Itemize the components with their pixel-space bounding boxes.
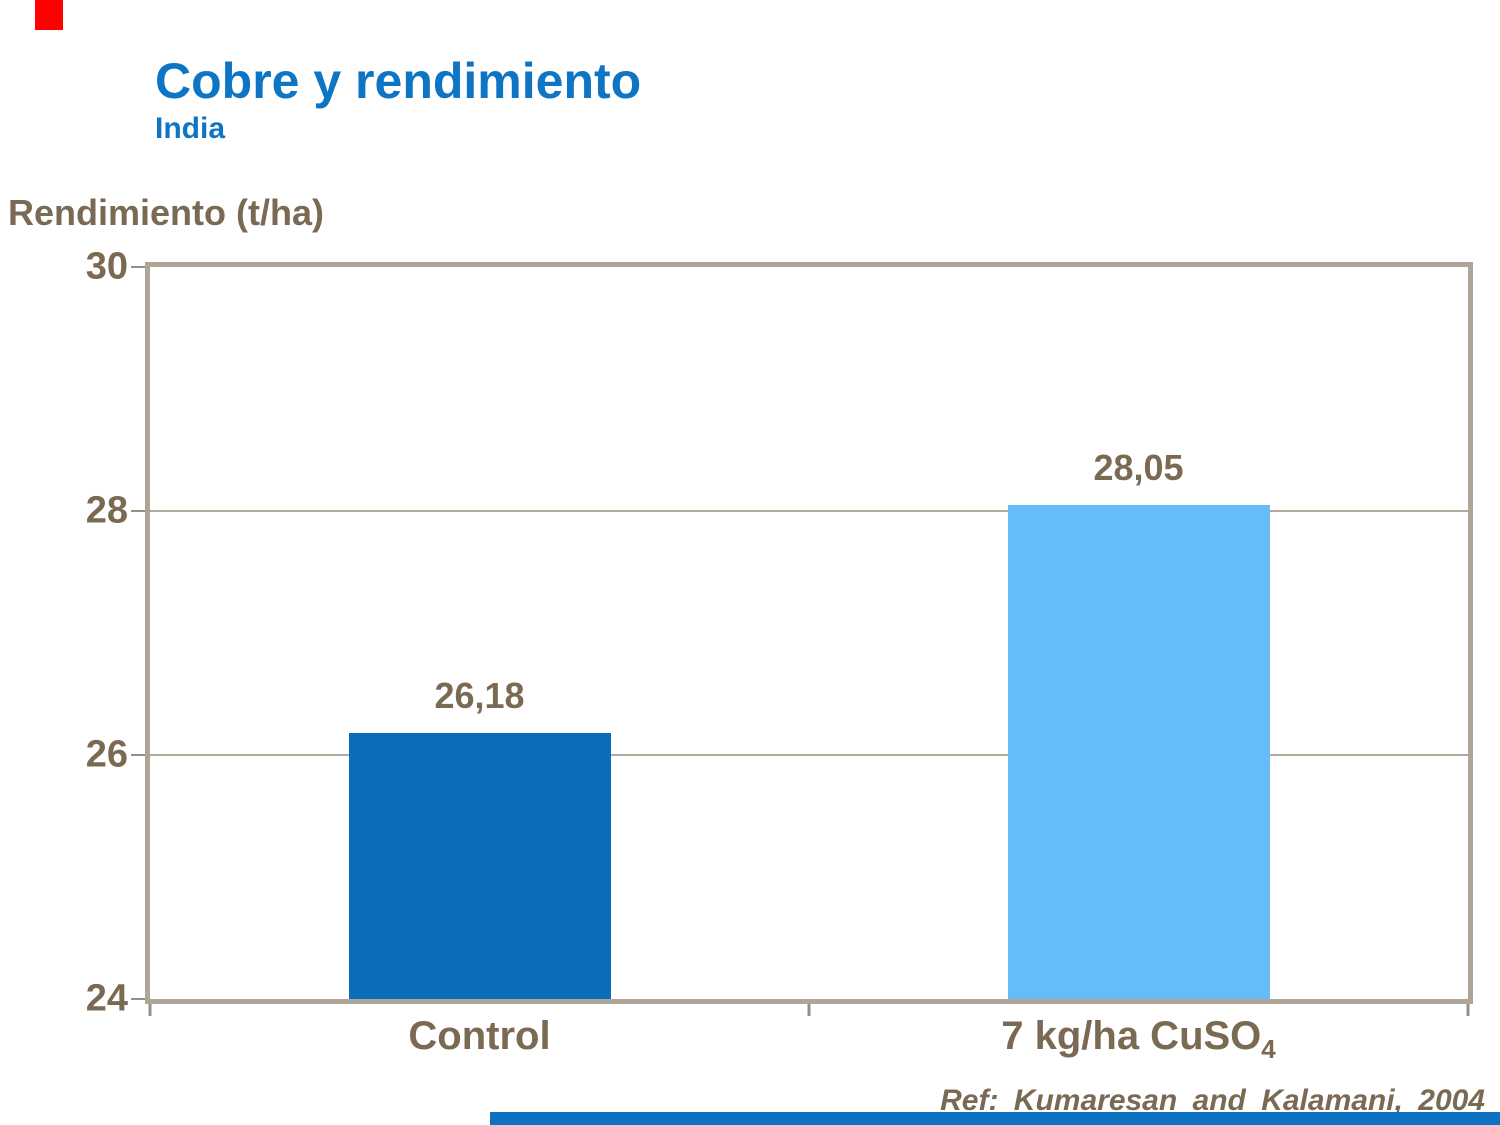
chart-subtitle: India [155, 112, 226, 145]
category-label-text: 7 kg/ha CuSO [1001, 1014, 1262, 1058]
chart-title: Cobre y rendimiento [155, 53, 642, 109]
category-control: 26,18 [150, 267, 809, 999]
y-tick-label-26: 26 [85, 733, 128, 776]
y-axis-tick-labels: 24 26 28 30 [20, 246, 128, 1020]
x-tick-mark-50 [807, 1004, 811, 1016]
y-tick-mark-30 [131, 266, 146, 268]
plot-area: 26,18 28,05 [145, 262, 1473, 1004]
bar-value-label-cuso4: 28,05 [1093, 446, 1184, 488]
category-label-control: Control [150, 1014, 809, 1059]
bar-cuso4 [1007, 504, 1270, 999]
y-axis-tick-marks [131, 266, 146, 1000]
bar-value-label-control: 26,18 [434, 675, 525, 717]
footer-accent-bar [490, 1112, 1500, 1125]
y-tick-mark-26 [131, 753, 146, 756]
category-label-cuso4: 7 kg/ha CuSO4 [809, 1014, 1468, 1064]
bar-control [348, 733, 611, 999]
reference-citation: Ref: Kumaresan and Kalamani, 2004 [940, 1084, 1485, 1117]
subscript-4: 4 [1261, 1034, 1276, 1064]
y-tick-label-30: 30 [85, 245, 128, 288]
plot-categories: 26,18 28,05 [150, 267, 1468, 999]
y-tick-mark-28 [131, 509, 146, 512]
category-cuso4: 28,05 [809, 267, 1468, 999]
gridline-26 [150, 754, 1468, 757]
x-axis-labels: Control 7 kg/ha CuSO4 [150, 1014, 1468, 1064]
x-tick-mark-0 [148, 1004, 152, 1016]
y-tick-label-28: 28 [85, 489, 128, 532]
y-tick-label-24: 24 [85, 977, 128, 1020]
x-tick-mark-100 [1466, 1004, 1470, 1016]
x-axis-tick-marks [148, 1004, 1470, 1016]
gridline-28 [150, 510, 1468, 513]
red-accent-box [35, 0, 63, 30]
y-tick-mark-24 [131, 998, 146, 1000]
y-axis-title: Rendimiento (t/ha) [8, 192, 324, 233]
category-label-text: Control [408, 1014, 551, 1058]
